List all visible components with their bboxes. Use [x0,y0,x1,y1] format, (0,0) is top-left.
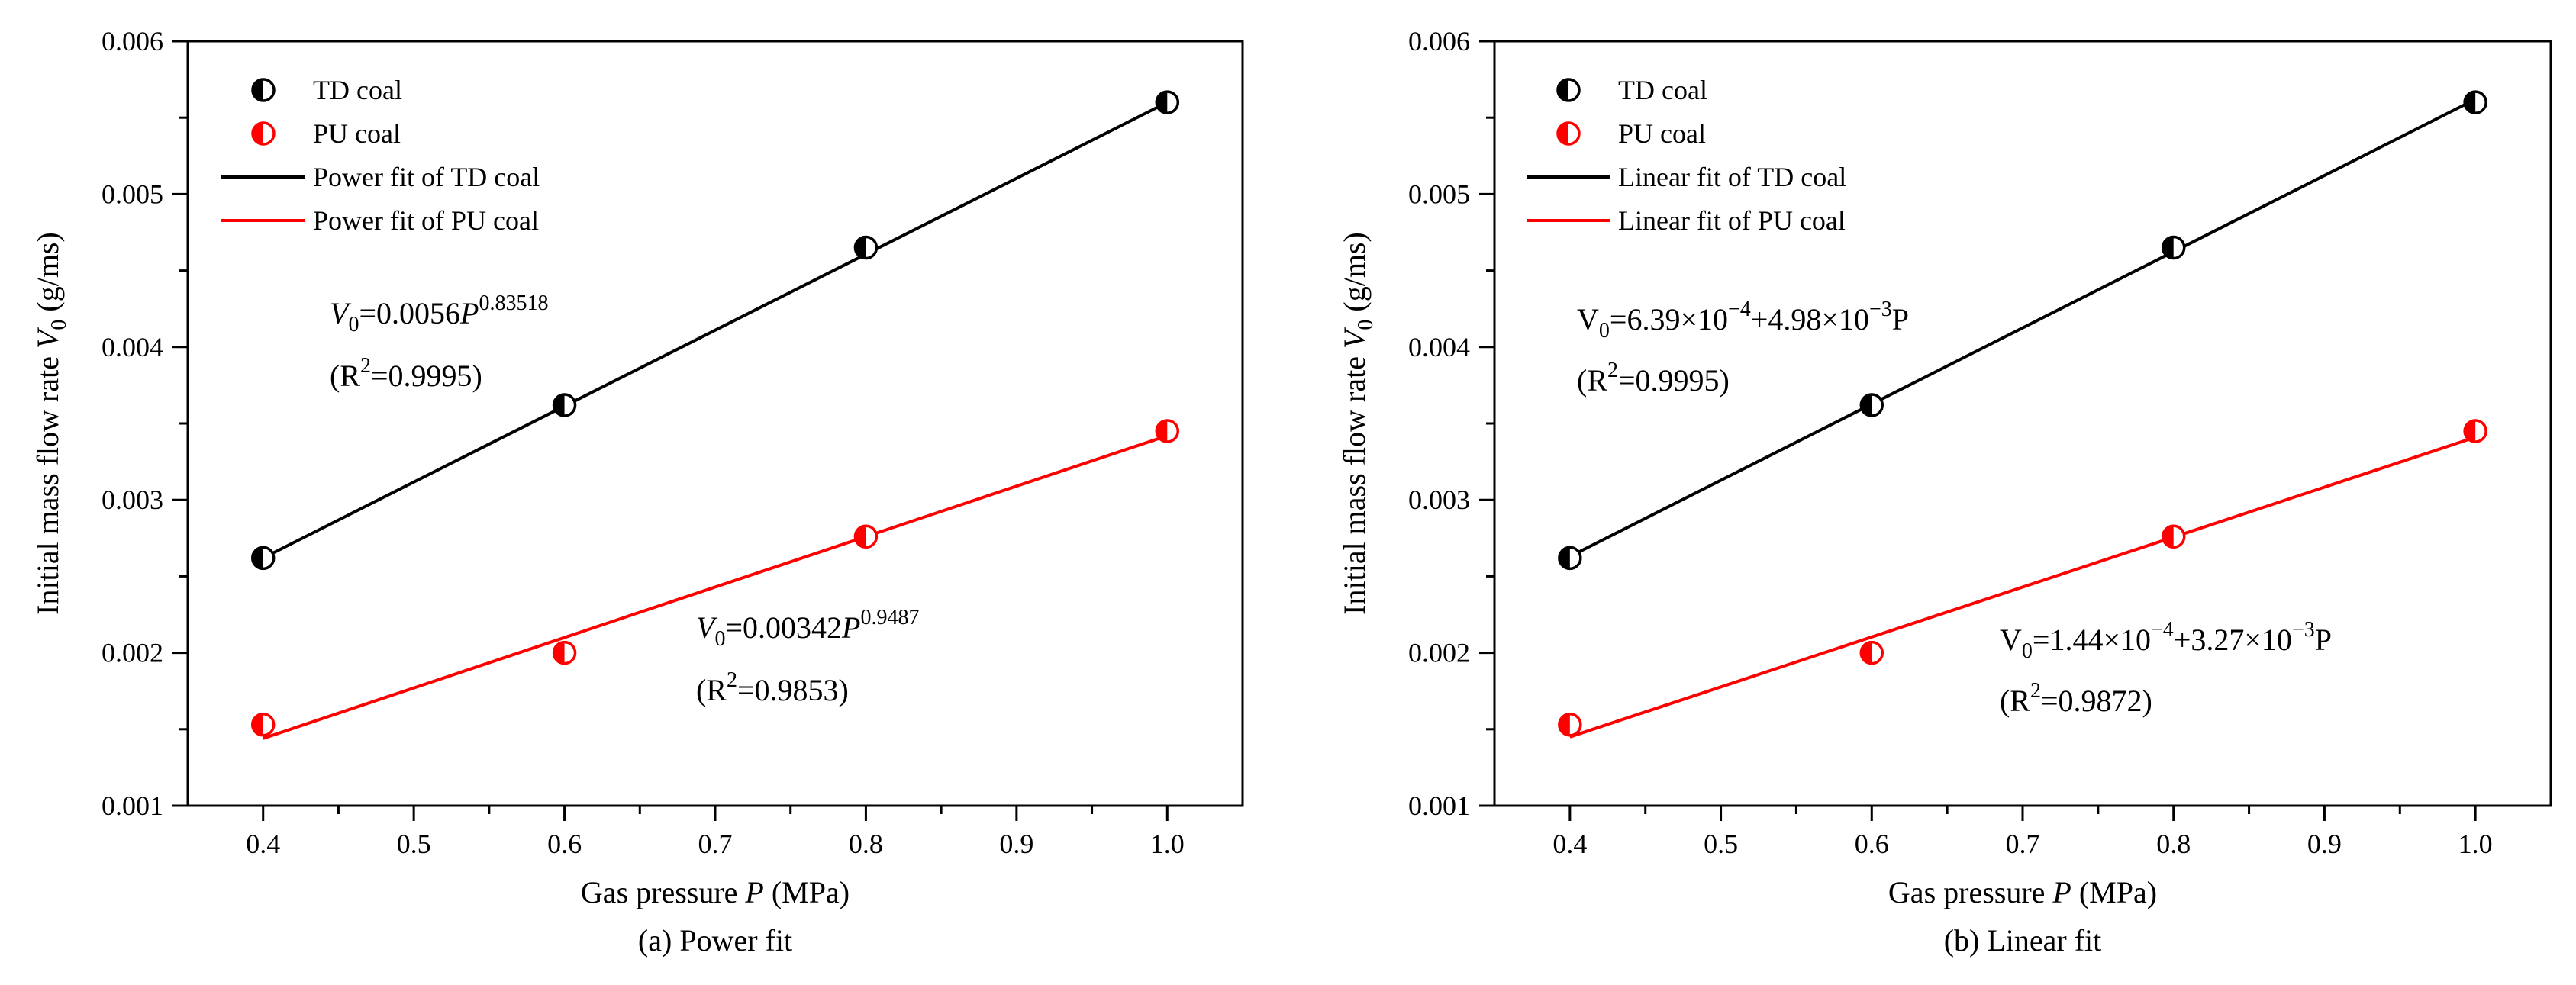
marker-fill [2162,526,2174,548]
legend-label: PU coal [1618,118,1706,149]
x-tick-label: 1.0 [1150,829,1185,859]
marker-fill [855,526,866,548]
x-tick-label: 0.5 [1704,829,1738,859]
fit-line-pu [1569,436,2476,739]
chart-panel-b: 0.4 0.5 0.6 0.7 0.8 0.9 1.0 0.001 0.002 0.003 0.00… [1337,26,2552,958]
x-tick-label: 0.7 [698,829,733,859]
data-point-td [2161,235,2186,260]
y-axis-label: Initial mass flow rate V0 (g/ms) [1337,232,1378,615]
legend-label: Linear fit of PU coal [1618,205,1846,236]
legend: TD coal PU coal Power fit of TD coal Power … [221,75,540,236]
legend-label: TD coal [1618,75,1707,105]
legend-label: Linear fit of TD coal [1618,162,1846,192]
x-tick-label: 0.5 [397,829,431,859]
x-tick-label: 0.6 [547,829,582,859]
fit-r-squared: (R2=0.9995) [330,354,482,393]
x-axis-label: Gas pressure P (MPa) [1888,875,2157,909]
panel-caption: (a) Power fit [638,923,792,958]
fit-r-squared: (R2=0.9853) [696,668,849,707]
data-point-td [2463,90,2487,114]
fit-equation: V0=1.44×10−4+3.27×10−3P [2000,618,2332,663]
marker-fill [1861,642,1872,664]
marker-fill [1156,420,1168,443]
marker-fill [1558,123,1568,144]
data-point-td [1155,90,1180,114]
y-tick-label: 0.003 [102,484,163,515]
x-tick-label: 0.4 [246,829,280,859]
data-point-pu [250,713,276,737]
fit-equation: V0=6.39×10−4+4.98×10−3P [1577,298,1909,343]
marker-fill [252,713,263,736]
data-point-pu [1558,713,1582,737]
y-tick-label: 0.001 [102,790,163,821]
marker-fill [2465,92,2476,114]
x-tick-label: 0.9 [999,829,1033,859]
y-tick-label: 0.003 [1408,484,1470,515]
legend-label: Power fit of PU coal [313,205,539,236]
data-point-td [1859,393,1884,417]
fit-line-td [262,101,1169,560]
legend-marker-td [251,78,276,102]
marker-fill [1558,79,1568,101]
y-axis-label: Initial mass flow rate V0 (g/ms) [31,232,71,615]
data-point-pu [2463,419,2487,443]
y-tick-label: 0.006 [1408,26,1470,56]
marker-fill [553,642,565,664]
x-tick-label: 0.4 [1552,829,1587,859]
x-tick-label: 0.6 [1855,829,1889,859]
legend-marker-pu [251,121,276,146]
x-tick-label: 0.9 [2307,829,2342,859]
data-point-td [853,235,879,260]
legend-label: PU coal [313,118,401,149]
y-tick-label: 0.004 [102,332,163,362]
marker-fill [2162,237,2174,259]
legend-marker-pu [1556,121,1581,146]
marker-fill [252,547,263,569]
fit-r-squared: (R2=0.9872) [2000,679,2152,718]
data-point-td [552,393,577,417]
data-point-pu [1859,640,1884,665]
marker-fill [855,237,866,259]
x-tick-label: 0.8 [2156,829,2191,859]
marker-fill [253,79,263,101]
x-tick-label: 0.7 [2006,829,2040,859]
legend-label: Power fit of TD coal [313,162,540,192]
marker-fill [1559,713,1570,736]
fit-r-squared: (R2=0.9995) [1577,359,1730,398]
data-point-td [250,546,276,571]
fit-equation: V0=0.00342P0.9487 [696,606,919,651]
marker-fill [253,123,263,144]
data-point-pu [552,640,577,665]
marker-fill [1559,547,1570,569]
legend-marker-td [1556,78,1581,102]
marker-fill [553,394,565,416]
data-point-pu [853,524,879,549]
y-tick-label: 0.002 [1408,638,1470,668]
fit-line-td [1568,98,2477,558]
fit-equation: V0=0.0056P0.83518 [330,291,548,336]
fit-line-pu [263,434,1168,740]
legend: TD coal PU coal Linear fit of TD coal Linea… [1527,75,1846,236]
x-tick-label: 0.8 [849,829,883,859]
y-tick-label: 0.005 [1408,179,1470,209]
chart-panel-a: 0.4 0.5 0.6 0.7 0.8 0.9 1.0 0.001 0.002 0.003 0.00… [31,26,1244,958]
x-tick-label: 1.0 [2458,829,2493,859]
y-tick-label: 0.005 [102,179,163,209]
panel-caption: (b) Linear fit [1944,923,2102,958]
y-tick-label: 0.004 [1408,332,1470,362]
marker-fill [1861,394,1872,416]
y-tick-label: 0.006 [102,26,163,56]
x-axis-label: Gas pressure P (MPa) [581,875,850,909]
marker-fill [2465,420,2476,443]
data-point-td [1558,546,1582,571]
data-point-pu [1155,419,1180,443]
y-tick-label: 0.001 [1408,790,1470,821]
legend-label: TD coal [313,75,402,105]
data-point-pu [2161,524,2186,549]
y-tick-label: 0.002 [102,638,163,668]
marker-fill [1156,92,1168,114]
